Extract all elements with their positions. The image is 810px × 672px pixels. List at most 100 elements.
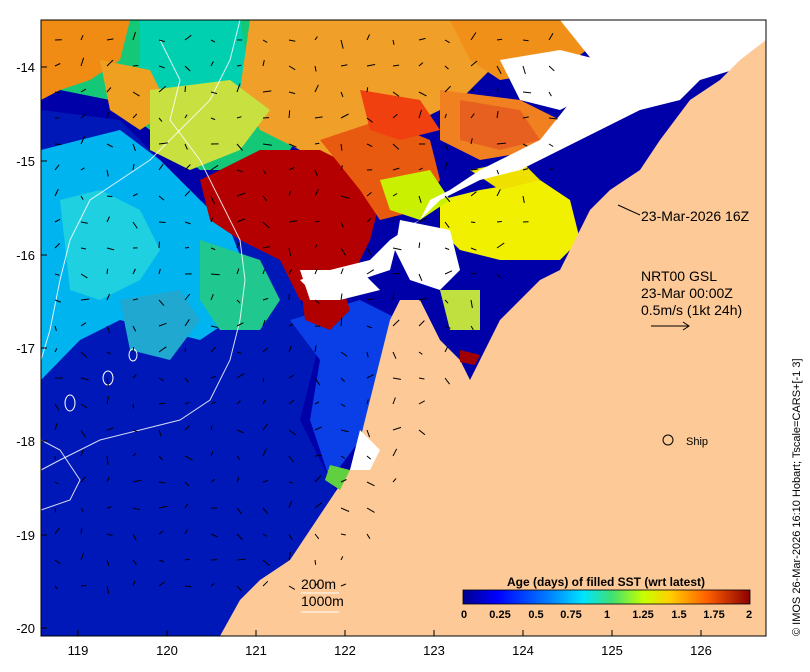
current-vector <box>54 423 58 431</box>
current-vector <box>132 479 142 483</box>
current-vector <box>210 375 217 379</box>
current-vector <box>340 533 346 536</box>
current-vector <box>184 114 188 119</box>
current-vector <box>392 39 395 45</box>
current-vector <box>288 481 294 484</box>
current-vector <box>132 533 137 541</box>
current-vector <box>366 298 374 301</box>
current-vector <box>158 299 165 306</box>
current-vector <box>80 507 84 512</box>
current-vector <box>80 136 86 145</box>
current-vector <box>418 273 423 281</box>
lon-tick-label: 122 <box>334 643 356 658</box>
current-vector <box>80 298 90 301</box>
isobath-seamount-2 <box>64 394 76 412</box>
current-vector <box>184 190 191 197</box>
current-vector <box>288 110 291 119</box>
current-vector <box>158 65 165 69</box>
current-vectors <box>54 31 558 594</box>
current-vector <box>418 217 428 223</box>
current-vector <box>184 86 186 93</box>
current-vector <box>262 221 270 229</box>
lon-axis: 119 120 121 122 123 124 125 126 <box>68 630 712 658</box>
current-vector <box>210 247 216 251</box>
current-vector <box>366 64 376 67</box>
current-vector <box>314 188 319 197</box>
current-vector <box>158 322 167 327</box>
current-vector <box>106 533 113 536</box>
current-vector <box>262 39 268 43</box>
current-vector <box>210 583 215 587</box>
current-vector <box>470 113 475 119</box>
current-vector <box>522 39 529 42</box>
current-vector <box>288 323 294 327</box>
current-vector <box>80 351 88 358</box>
current-vector <box>548 117 558 120</box>
current-vector <box>158 505 168 509</box>
current-vector <box>340 317 343 327</box>
current-vector <box>314 426 322 431</box>
colorbar-tick: 0.25 <box>489 609 510 621</box>
yellow-plume <box>440 180 580 260</box>
current-vector <box>236 192 246 197</box>
current-vector <box>132 143 136 152</box>
current-vector <box>106 87 112 93</box>
current-vector <box>54 143 62 145</box>
current-vector <box>106 506 112 509</box>
current-vector <box>54 348 58 353</box>
current-vector <box>54 218 61 223</box>
current-vector <box>54 455 56 461</box>
current-vector <box>288 345 292 353</box>
current-vector <box>158 85 167 93</box>
current-vector <box>340 293 343 301</box>
nodata-patch-2 <box>300 270 380 300</box>
current-vector <box>210 91 218 95</box>
current-vector <box>262 195 268 202</box>
current-vector <box>470 299 473 308</box>
current-vector <box>106 476 110 483</box>
current-vector <box>158 429 162 437</box>
current-vector <box>184 425 191 431</box>
current-vector <box>262 269 265 275</box>
current-vector <box>288 455 295 463</box>
current-vector <box>262 143 272 146</box>
current-vector <box>210 195 215 205</box>
current-vector <box>418 429 426 436</box>
current-vector <box>262 507 269 515</box>
isobath-label-1000: 1000m <box>301 593 344 609</box>
current-vector <box>496 169 500 175</box>
current-vector <box>366 533 371 539</box>
current-vector <box>314 244 318 249</box>
current-vector <box>288 91 296 95</box>
current-vector <box>314 454 322 457</box>
teal-patch-2 <box>120 290 200 360</box>
isobath-200m <box>41 39 246 471</box>
current-vector <box>548 32 554 41</box>
current-vector <box>184 585 192 588</box>
current-vector <box>236 116 242 119</box>
current-vector <box>184 293 191 301</box>
current-vector <box>496 273 501 279</box>
current-vector <box>288 429 296 436</box>
lon-tick-label: 121 <box>245 643 267 658</box>
current-vector <box>366 374 374 379</box>
current-vector <box>522 91 532 94</box>
current-vector <box>54 164 60 171</box>
colorbar-gradient <box>462 589 751 605</box>
current-vector <box>210 478 216 483</box>
current-vector <box>132 347 135 353</box>
current-vector <box>314 475 322 483</box>
coastal-green <box>325 465 350 490</box>
current-vector <box>340 247 347 256</box>
current-vector <box>158 481 166 484</box>
current-vector <box>236 533 243 540</box>
current-vector <box>106 455 109 465</box>
current-vector <box>158 581 165 587</box>
current-vector <box>80 322 87 327</box>
current-vector <box>366 325 373 329</box>
current-vector <box>366 192 372 197</box>
timestamp-pointer <box>617 204 641 216</box>
current-vector <box>314 377 321 386</box>
lon-tick-label: 123 <box>423 643 445 658</box>
coastal-nodata <box>350 430 380 470</box>
